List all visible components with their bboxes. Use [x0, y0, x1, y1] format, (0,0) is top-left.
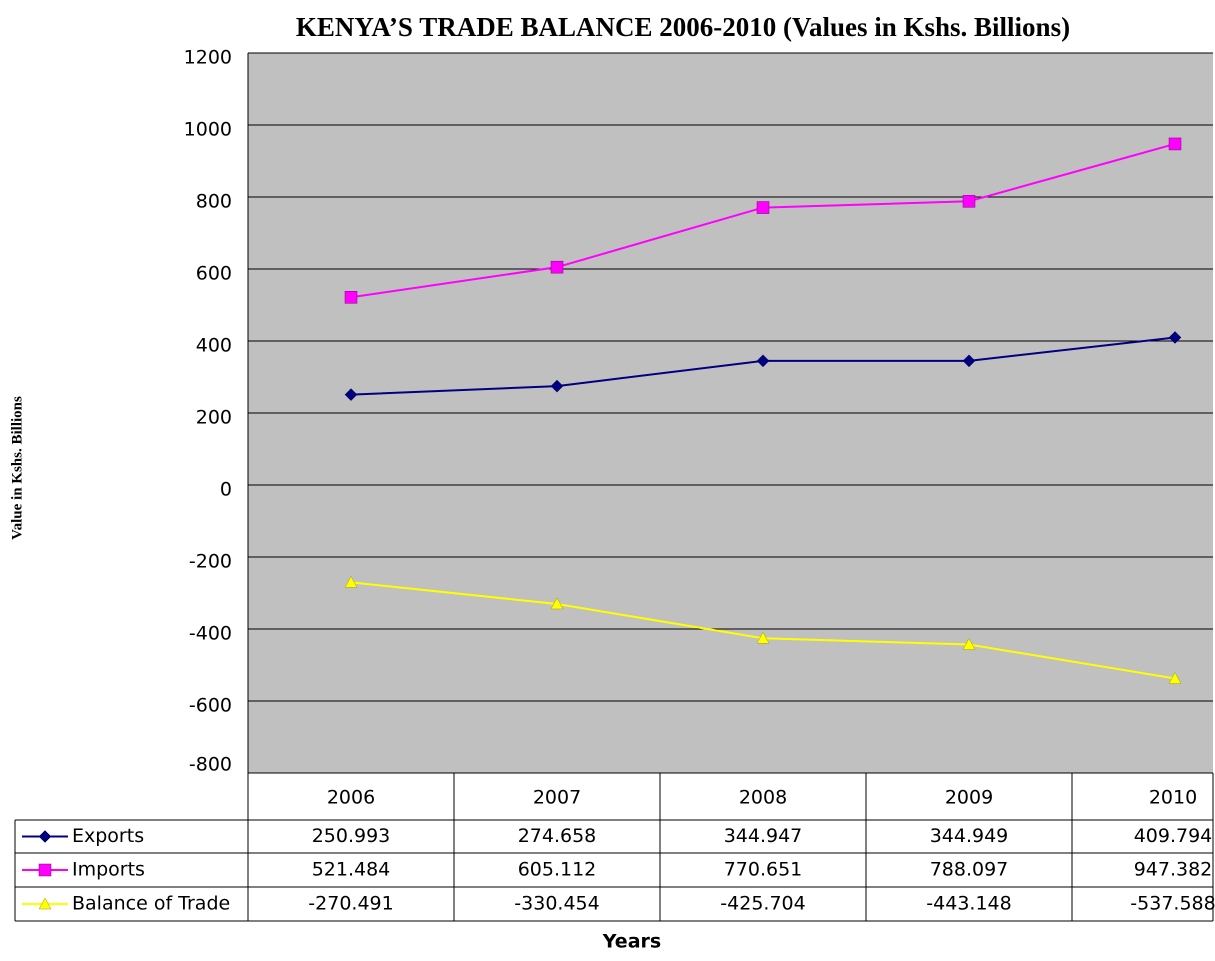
- marker: [756, 201, 770, 214]
- table-value: 344.949: [930, 825, 1009, 847]
- y-tick-label: 0: [220, 479, 232, 501]
- y-tick-label: 200: [196, 407, 232, 429]
- marker: [550, 597, 564, 610]
- y-tick-label: 800: [196, 191, 232, 213]
- marker: [344, 291, 358, 304]
- table-value: 274.658: [518, 825, 597, 847]
- marker: [344, 575, 358, 588]
- marker: [550, 379, 564, 393]
- table-value: -425.704: [720, 893, 805, 915]
- marker: [38, 830, 52, 843]
- table-value: 344.947: [724, 825, 803, 847]
- marker: [756, 631, 770, 644]
- table-value: 788.097: [930, 859, 1009, 881]
- table-value: -537.588: [1130, 893, 1215, 915]
- x-tick-label: 2006: [327, 787, 375, 809]
- x-tick-label: 2010: [1149, 787, 1197, 809]
- table-value: -443.148: [926, 893, 1011, 915]
- marker: [962, 354, 976, 368]
- y-tick-label: 600: [196, 263, 232, 285]
- y-axis-label: Value in Kshs. Billions: [9, 396, 25, 540]
- marker: [962, 195, 976, 208]
- table-value: 521.484: [312, 859, 391, 881]
- y-tick-label: 1000: [184, 119, 232, 141]
- table-value: -270.491: [308, 893, 393, 915]
- x-tick-label: 2008: [739, 787, 787, 809]
- y-tick-label: -200: [189, 551, 232, 573]
- x-axis-label: Years: [602, 931, 661, 953]
- marker: [756, 354, 770, 368]
- marker: [550, 260, 564, 274]
- marker: [1168, 331, 1182, 344]
- marker: [38, 863, 52, 877]
- x-tick-label: 2009: [945, 787, 993, 809]
- marker: [962, 638, 976, 650]
- y-tick-label: 1200: [184, 47, 232, 69]
- y-tick-label: -400: [189, 623, 232, 645]
- marker: [344, 388, 358, 401]
- table-value: -330.454: [514, 893, 599, 915]
- marker: [1168, 672, 1182, 684]
- y-tick-label: -600: [189, 695, 232, 717]
- y-tick-label: -800: [189, 754, 232, 776]
- table-value: 409.794: [1134, 825, 1213, 847]
- chart-title: KENYA’S TRADE BALANCE 2006-2010 (Values …: [296, 12, 1070, 42]
- table-value: 770.651: [724, 859, 803, 881]
- marker: [1168, 137, 1182, 151]
- y-tick-label: 400: [196, 335, 232, 357]
- table-value: 605.112: [518, 859, 597, 881]
- x-tick-label: 2007: [533, 787, 581, 809]
- table-value: 947.382: [1134, 859, 1213, 881]
- table-value: 250.993: [312, 825, 391, 847]
- legend-label: Exports: [72, 825, 144, 847]
- legend-label: Imports: [72, 859, 145, 881]
- marker: [38, 897, 52, 910]
- legend-label: Balance of Trade: [72, 893, 230, 915]
